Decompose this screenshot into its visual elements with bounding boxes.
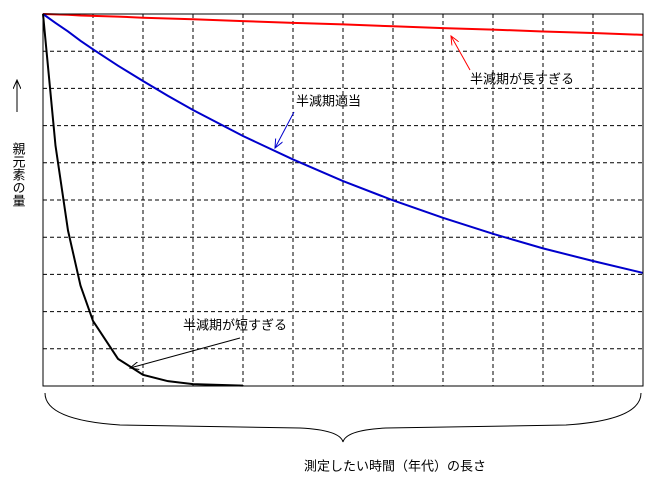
x-axis-label: 測定したい時間（年代）の長さ: [304, 460, 486, 475]
brace: [44, 392, 642, 443]
annotation-arrow: [451, 36, 471, 71]
series-line: [42, 13, 244, 387]
plot-frame: [42, 13, 644, 387]
annotation-arrow: [130, 337, 241, 368]
annotation-arrow: [275, 111, 295, 148]
series-line: [42, 13, 644, 274]
annotation: 半減期適当: [296, 94, 361, 110]
y-axis-label: 親元素の量: [10, 142, 26, 207]
annotation: 半減期が短すぎる: [183, 318, 287, 334]
series-line: [42, 13, 644, 36]
annotation: 半減期が長すぎる: [470, 72, 574, 88]
